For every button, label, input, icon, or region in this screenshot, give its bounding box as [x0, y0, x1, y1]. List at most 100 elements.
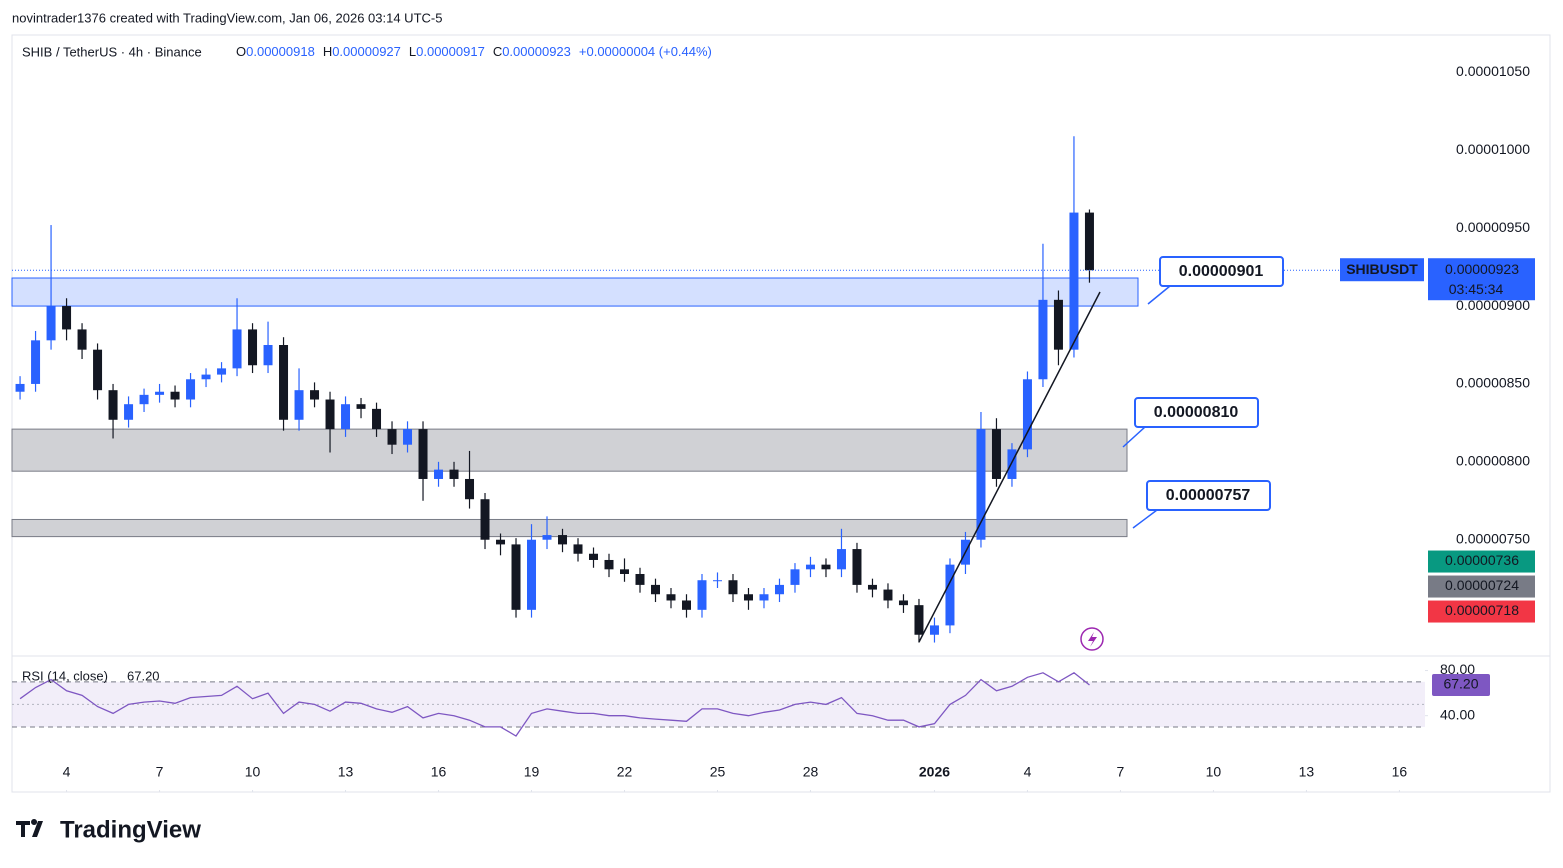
candle-body — [1038, 299, 1048, 380]
candle-body — [635, 573, 645, 585]
candle-body — [852, 549, 862, 585]
candle-body — [589, 553, 599, 560]
candle-body — [310, 390, 320, 400]
y-tick-label: 0.00001050 — [1456, 63, 1530, 79]
candle-body — [573, 544, 583, 554]
candle-body — [155, 391, 165, 395]
candle-body — [248, 329, 258, 366]
candle-body — [759, 594, 769, 601]
zone — [11, 518, 1128, 538]
candle-body — [139, 394, 149, 405]
candle-body — [294, 390, 304, 420]
ohlc-change: +0.00000004 (+0.44%) — [579, 44, 712, 59]
ohlc-values: O0.00000918 H0.00000927 L0.00000917 C0.0000… — [236, 44, 712, 59]
zone — [11, 428, 1128, 472]
price-tag-label: 0.00000718 — [1445, 602, 1519, 618]
price-tag-label: 0.00000724 — [1445, 577, 1519, 593]
plot — [11, 71, 1429, 792]
candle-body — [31, 340, 41, 384]
brand-logo — [16, 819, 43, 837]
x-tick-label: 7 — [156, 764, 164, 780]
x-tick-label: 25 — [710, 764, 726, 780]
price-tag — [1428, 600, 1535, 623]
candle-body — [867, 584, 877, 590]
x-tick-label: 4 — [63, 764, 71, 780]
candle-body — [681, 600, 691, 610]
candle-body — [15, 383, 25, 392]
ohlc-value: 0.00000923 — [502, 44, 571, 59]
candle-body — [1007, 449, 1017, 479]
candle-body — [263, 345, 273, 366]
price-tag — [1428, 550, 1535, 573]
candle-body — [418, 429, 428, 479]
candle-body — [991, 429, 1001, 479]
x-tick-label: 4 — [1024, 764, 1032, 780]
candle-body — [279, 345, 289, 420]
alert-bolt — [1088, 632, 1097, 647]
y-tick-label: 0.00000800 — [1456, 453, 1530, 469]
ohlc-legend: O0.00000918 H0.00000927 L0.00000917 C0.0000… — [236, 44, 712, 59]
candle-body — [62, 306, 72, 330]
x-tick-label: 7 — [1117, 764, 1125, 780]
candle-body — [604, 559, 614, 570]
ohlc-key: H — [323, 44, 332, 59]
candle-body — [170, 391, 180, 400]
x-tick-label: 10 — [1206, 764, 1222, 780]
rsi-value: 67.20 — [127, 668, 160, 683]
candle-body — [1084, 212, 1094, 271]
zone — [11, 277, 1139, 307]
y-tick-label: 0.00000950 — [1456, 219, 1530, 235]
candle-body — [836, 549, 846, 570]
candle-body — [77, 329, 87, 350]
candle-body — [898, 600, 908, 606]
brand: TradingView — [16, 816, 201, 843]
callout-box — [1146, 480, 1271, 511]
candle-body — [480, 499, 490, 540]
callout-box — [1134, 397, 1259, 428]
candle-body — [387, 429, 397, 445]
ohlc-value: 0.00000917 — [416, 44, 485, 59]
price-tag — [1428, 575, 1535, 598]
x-tick-label: 22 — [617, 764, 633, 780]
rsi-tag — [1432, 673, 1490, 696]
candle-body — [465, 478, 475, 500]
candle-body — [496, 539, 506, 545]
x-tick-label: 28 — [803, 764, 819, 780]
ohlc-key: O — [236, 44, 246, 59]
candle-body — [1053, 299, 1063, 350]
rsi-title: RSI (14, close) — [22, 668, 108, 683]
symbol-tag-label: SHIBUSDT — [1346, 261, 1418, 277]
candle-body — [883, 589, 893, 601]
candle-body — [372, 408, 382, 430]
candle-body — [434, 469, 444, 479]
candle-body — [341, 404, 351, 430]
candle-body — [325, 399, 335, 430]
candle-body — [46, 306, 56, 341]
x-tick-label: 13 — [338, 764, 354, 780]
candle-body — [124, 404, 134, 420]
candle-body — [774, 584, 784, 595]
candle-body — [743, 594, 753, 601]
candle-body — [1069, 212, 1079, 350]
candle-body — [527, 539, 537, 610]
candle-body — [217, 368, 227, 375]
candle-body — [186, 379, 196, 400]
candle-body — [1022, 379, 1032, 450]
alert-icon[interactable] — [1080, 627, 1104, 651]
candle-body — [712, 580, 722, 582]
candle-body — [356, 404, 366, 409]
attribution: novintrader1376 created with TradingView… — [12, 10, 442, 25]
y-tick-label: 0.00000750 — [1456, 530, 1530, 546]
rsi-tag-label: 67.20 — [1443, 676, 1478, 692]
candle-body — [93, 349, 103, 391]
candle-body — [821, 564, 831, 570]
x-tick-label: 16 — [1392, 764, 1408, 780]
callout-label: 0.00000810 — [1154, 404, 1239, 421]
candle-body — [449, 469, 459, 479]
candle-body — [805, 564, 815, 570]
candle-body — [232, 329, 242, 369]
callout-pointer — [1147, 285, 1171, 305]
candle-body — [542, 535, 552, 540]
ohlc-key: C — [493, 44, 502, 59]
x-tick-label: 19 — [524, 764, 540, 780]
